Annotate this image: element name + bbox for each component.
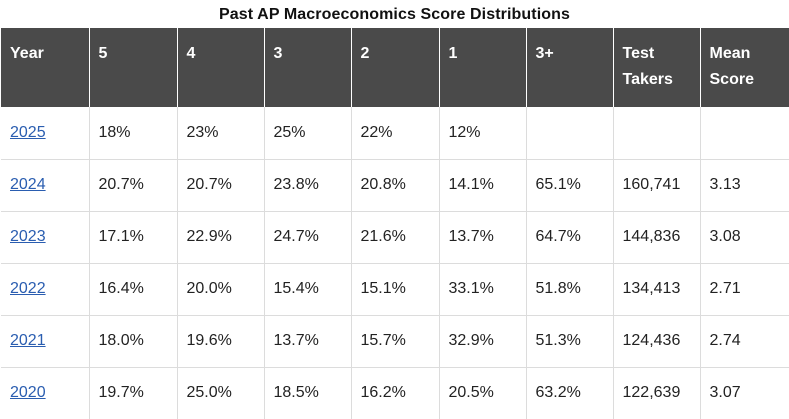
score-5-cell: 16.4% <box>88 263 177 316</box>
header-score-2: 2 <box>350 28 439 107</box>
mean-score-cell: 2.71 <box>699 263 789 316</box>
score-3-cell: 13.7% <box>263 315 351 368</box>
score-1-cell: 12% <box>438 107 526 160</box>
year-cell: 2020 <box>1 367 89 419</box>
table-row: 2023 17.1% 22.9% 24.7% 21.6% 13.7% 64.7%… <box>1 211 789 264</box>
year-link[interactable]: 2022 <box>10 280 46 297</box>
test-takers-cell: 134,413 <box>612 263 700 316</box>
score-5-cell: 18.0% <box>88 315 177 368</box>
header-score-3-plus: 3+ <box>525 28 613 107</box>
year-link[interactable]: 2020 <box>10 384 46 402</box>
year-link[interactable]: 2025 <box>10 123 46 141</box>
score-3-plus-cell: 65.1% <box>525 159 613 212</box>
score-5-cell: 17.1% <box>88 211 177 264</box>
test-takers-cell: 160,741 <box>612 159 700 212</box>
score-2-cell: 15.7% <box>350 315 439 368</box>
year-cell: 2024 <box>1 159 89 212</box>
score-4-cell: 22.9% <box>176 211 264 264</box>
year-cell: 2023 <box>1 211 89 264</box>
table-body: 2025 18% 23% 25% 22% 12% 2024 20.7% 20.7… <box>1 107 789 419</box>
year-cell: 2025 <box>1 107 89 160</box>
score-2-cell: 16.2% <box>350 367 439 419</box>
score-4-cell: 23% <box>176 107 264 160</box>
score-5-cell: 19.7% <box>88 367 177 419</box>
score-4-cell: 20.7% <box>176 159 264 212</box>
score-1-cell: 33.1% <box>438 263 526 316</box>
score-3-plus-cell <box>525 107 613 160</box>
score-3-cell: 15.4% <box>263 263 351 316</box>
header-year: Year <box>1 28 89 107</box>
mean-score-cell <box>699 107 789 160</box>
score-5-cell: 18% <box>88 107 177 160</box>
table-row: 2024 20.7% 20.7% 23.8% 20.8% 14.1% 65.1%… <box>1 159 789 212</box>
mean-score-cell: 3.13 <box>699 159 789 212</box>
table-row: 2021 18.0% 19.6% 13.7% 15.7% 32.9% 51.3%… <box>1 315 789 368</box>
test-takers-cell: 122,639 <box>612 367 700 419</box>
score-distribution-table: Year 5 4 3 2 1 3+ Test Takers Mean Score 2… <box>1 28 789 419</box>
table-row: 2022 16.4% 20.0% 15.4% 15.1% 33.1% 51.8%… <box>1 263 789 316</box>
score-4-cell: 19.6% <box>176 315 264 368</box>
year-cell: 2021 <box>1 315 89 368</box>
score-2-cell: 20.8% <box>350 159 439 212</box>
test-takers-cell: 144,836 <box>612 211 700 264</box>
header-mean-score: Mean Score <box>699 28 789 107</box>
header-score-3: 3 <box>263 28 351 107</box>
year-cell: 2022 <box>1 263 89 316</box>
header-row: Year 5 4 3 2 1 3+ Test Takers Mean Score <box>1 28 789 107</box>
header-score-4: 4 <box>176 28 264 107</box>
score-2-cell: 22% <box>350 107 439 160</box>
table-row: 2025 18% 23% 25% 22% 12% <box>1 107 789 160</box>
score-3-cell: 25% <box>263 107 351 160</box>
year-link[interactable]: 2021 <box>10 332 46 349</box>
header-score-1: 1 <box>438 28 526 107</box>
mean-score-cell: 3.08 <box>699 211 789 264</box>
score-1-cell: 14.1% <box>438 159 526 212</box>
header-test-takers: Test Takers <box>612 28 700 107</box>
score-2-cell: 21.6% <box>350 211 439 264</box>
score-3-cell: 23.8% <box>263 159 351 212</box>
mean-score-cell: 3.07 <box>699 367 789 419</box>
score-3-plus-cell: 51.3% <box>525 315 613 368</box>
score-1-cell: 13.7% <box>438 211 526 264</box>
score-2-cell: 15.1% <box>350 263 439 316</box>
score-3-plus-cell: 51.8% <box>525 263 613 316</box>
score-3-cell: 18.5% <box>263 367 351 419</box>
table-header: Year 5 4 3 2 1 3+ Test Takers Mean Score <box>1 28 789 107</box>
score-4-cell: 20.0% <box>176 263 264 316</box>
table-title: Past AP Macroeconomics Score Distributio… <box>219 6 570 23</box>
test-takers-cell <box>612 107 700 160</box>
score-5-cell: 20.7% <box>88 159 177 212</box>
header-score-5: 5 <box>88 28 177 107</box>
score-3-plus-cell: 64.7% <box>525 211 613 264</box>
score-3-cell: 24.7% <box>263 211 351 264</box>
score-1-cell: 20.5% <box>438 367 526 419</box>
score-3-plus-cell: 63.2% <box>525 367 613 419</box>
year-link[interactable]: 2024 <box>10 176 46 193</box>
year-link[interactable]: 2023 <box>10 228 46 245</box>
score-1-cell: 32.9% <box>438 315 526 368</box>
table-row: 2020 19.7% 25.0% 18.5% 16.2% 20.5% 63.2%… <box>1 367 789 419</box>
mean-score-cell: 2.74 <box>699 315 789 368</box>
score-4-cell: 25.0% <box>176 367 264 419</box>
test-takers-cell: 124,436 <box>612 315 700 368</box>
